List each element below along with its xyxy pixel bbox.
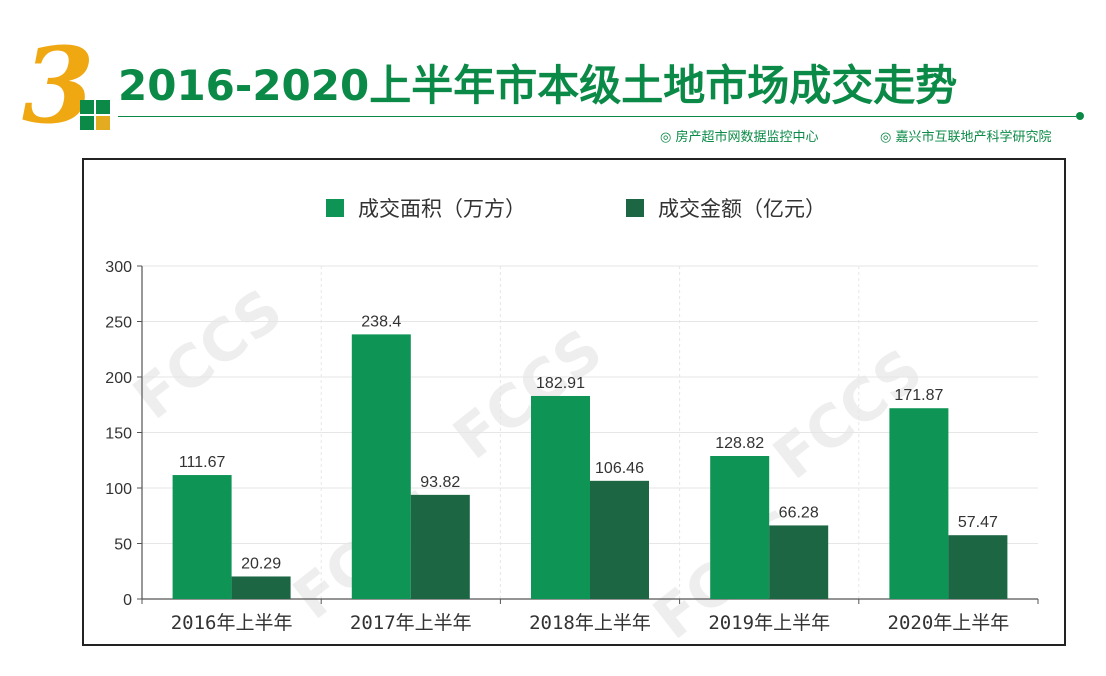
bar <box>231 576 291 599</box>
bar <box>351 334 411 599</box>
bar <box>710 456 770 599</box>
data-label: 128.82 <box>715 435 764 452</box>
title-divider-dot <box>1076 112 1084 120</box>
bar <box>889 408 949 599</box>
page-title: 2016-2020上半年市本级土地市场成交走势 <box>118 61 958 110</box>
y-tick-label: 50 <box>114 537 132 554</box>
bar <box>590 480 649 599</box>
title-divider <box>118 116 1076 117</box>
data-label: 57.47 <box>958 514 998 531</box>
data-label: 182.91 <box>536 375 585 392</box>
y-tick-label: 100 <box>105 481 132 498</box>
x-tick-label: 2020年上半年 <box>888 612 1010 634</box>
legend-swatch <box>326 199 344 217</box>
y-tick-label: 0 <box>123 592 132 609</box>
y-tick-label: 200 <box>105 370 132 387</box>
bar <box>172 475 232 599</box>
bar <box>769 525 829 599</box>
chart-frame: FCCS FCCS FCCS FCCS FCCS 050100150200250… <box>82 158 1066 652</box>
data-label: 20.29 <box>241 555 281 572</box>
x-tick-label: 2017年上半年 <box>350 612 472 634</box>
data-label: 171.87 <box>894 387 943 404</box>
bar <box>948 535 1008 599</box>
data-label: 238.4 <box>361 313 401 330</box>
bar <box>531 395 590 599</box>
data-label: 66.28 <box>779 504 819 521</box>
y-tick-label: 300 <box>105 259 132 276</box>
y-tick-label: 250 <box>105 315 132 332</box>
bar <box>410 494 470 599</box>
y-tick-label: 150 <box>105 426 132 443</box>
source-right: ◎ 嘉兴市互联地产科学研究院 <box>880 130 1052 145</box>
legend-swatch <box>626 199 644 217</box>
data-label: 106.46 <box>595 460 644 477</box>
legend-label: 成交面积（万方） <box>358 197 526 221</box>
bar-chart: 0 50 100 150 200 250 300 111.67 238.4 182.91 128.8… <box>105 197 1039 634</box>
data-label: 111.67 <box>179 454 226 471</box>
x-tick-label: 2018年上半年 <box>529 612 651 634</box>
title-squares-icon <box>80 100 114 134</box>
data-label: 93.82 <box>420 474 460 491</box>
x-tick-label: 2016年上半年 <box>171 612 293 634</box>
legend-label: 成交金额（亿元） <box>658 197 826 221</box>
x-tick-label: 2019年上半年 <box>708 612 830 634</box>
source-left: ◎ 房产超市网数据监控中心 <box>660 130 819 145</box>
